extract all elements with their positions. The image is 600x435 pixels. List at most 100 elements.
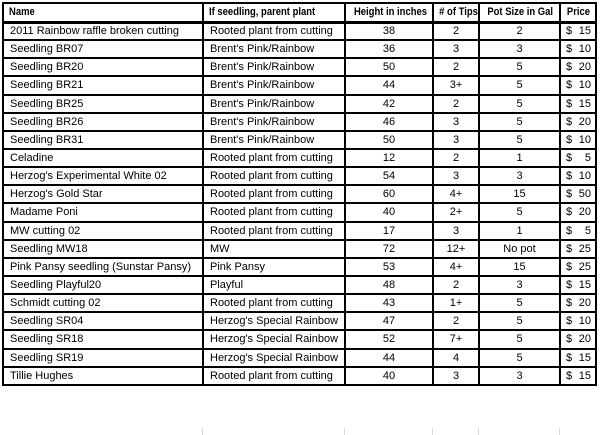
price-currency-symbol: $ — [566, 152, 573, 165]
cell-height: 42 — [344, 93, 434, 114]
cell-pot-size: 5 — [478, 129, 561, 150]
table-row: Herzog's Experimental White 02 Rooted pl… — [2, 166, 597, 187]
gridline-stub — [432, 428, 433, 435]
price-currency-symbol: $ — [566, 25, 573, 38]
cell-name: Seedling BR26 — [2, 111, 204, 132]
cell-tips: 2 — [432, 57, 480, 78]
table-row: Seedling BR26 Brent's Pink/Rainbow 46 3 … — [2, 111, 597, 132]
table-row: Seedling BR21 Brent's Pink/Rainbow 44 3+… — [2, 75, 597, 96]
table-row: Seedling SR19 Herzog's Special Rainbow 4… — [2, 347, 597, 368]
cell-parent-plant: Rooted plant from cutting — [202, 202, 346, 223]
cell-parent-plant: Brent's Pink/Rainbow — [202, 57, 346, 78]
column-header-pot-size-label: Pot Size in Gal — [487, 6, 554, 19]
column-header-pot-size: Pot Size in Gal — [478, 2, 561, 24]
table-row: Pink Pansy seedling (Sunstar Pansy) Pink… — [2, 256, 597, 277]
cell-height: 36 — [344, 39, 434, 60]
cell-price: $ 20 — [559, 293, 597, 314]
cell-pot-size: 5 — [478, 75, 561, 96]
column-header-height: Height in inches — [344, 2, 434, 24]
cell-parent-plant: Brent's Pink/Rainbow — [202, 39, 346, 60]
cell-price: $ 50 — [559, 184, 597, 205]
table-row: Seedling MW18 MW 72 12+ No pot $ 25 — [2, 238, 597, 259]
cell-price: $ 25 — [559, 238, 597, 259]
price-amount: 5 — [584, 224, 591, 237]
table-row: Seedling BR07 Brent's Pink/Rainbow 36 3 … — [2, 39, 597, 60]
price-currency-symbol: $ — [566, 297, 573, 310]
price-amount: 10 — [578, 315, 591, 328]
plant-inventory-table: Name If seedling, parent plant Height in… — [2, 2, 597, 386]
cell-tips: 3 — [432, 365, 480, 386]
cell-price: $ 15 — [559, 20, 597, 42]
column-header-tips: # of Tips — [432, 2, 480, 24]
cell-pot-size: 2 — [478, 20, 561, 42]
cell-tips: 2 — [432, 274, 480, 296]
column-header-name: Name — [2, 2, 204, 24]
cell-tips: 4+ — [432, 256, 480, 277]
cell-price: $ 10 — [559, 311, 597, 332]
cell-height: 72 — [344, 238, 434, 259]
cell-height: 44 — [344, 347, 434, 368]
cell-parent-plant: Rooted plant from cutting — [202, 220, 346, 241]
cell-height: 47 — [344, 311, 434, 332]
cell-parent-plant: Herzog's Special Rainbow — [202, 311, 346, 332]
cell-pot-size: No pot — [478, 238, 561, 259]
cell-tips: 2 — [432, 147, 480, 169]
cell-pot-size: 5 — [478, 93, 561, 114]
header-row: Name If seedling, parent plant Height in… — [2, 2, 597, 24]
price-amount: 5 — [584, 152, 591, 165]
cell-height: 12 — [344, 147, 434, 169]
table-row: Seedling BR25 Brent's Pink/Rainbow 42 2 … — [2, 93, 597, 114]
cell-parent-plant: Brent's Pink/Rainbow — [202, 93, 346, 114]
price-currency-symbol: $ — [566, 369, 573, 382]
column-header-price-label: Price — [566, 6, 590, 19]
cell-height: 50 — [344, 57, 434, 78]
price-amount: 15 — [578, 25, 591, 38]
cell-tips: 3 — [432, 220, 480, 241]
cell-parent-plant: Herzog's Special Rainbow — [202, 347, 346, 368]
table-row: 2011 Rainbow raffle broken cutting Roote… — [2, 20, 597, 42]
cell-price: $ 15 — [559, 93, 597, 114]
cell-height: 53 — [344, 256, 434, 277]
cell-height: 52 — [344, 329, 434, 350]
cell-price: $ 25 — [559, 256, 597, 277]
cell-price: $ 10 — [559, 129, 597, 150]
gridline-stub — [478, 428, 479, 435]
price-amount: 15 — [578, 279, 591, 292]
cell-tips: 2 — [432, 20, 480, 42]
price-currency-symbol: $ — [566, 224, 573, 237]
cell-height: 17 — [344, 220, 434, 241]
cell-parent-plant: Rooted plant from cutting — [202, 365, 346, 386]
table-body: 2011 Rainbow raffle broken cutting Roote… — [2, 20, 597, 386]
price-amount: 20 — [578, 61, 591, 74]
price-amount: 10 — [578, 43, 591, 56]
table-row: Herzog's Gold Star Rooted plant from cut… — [2, 184, 597, 205]
price-amount: 15 — [578, 97, 591, 110]
gridline-stub — [559, 428, 560, 435]
cell-parent-plant: Pink Pansy — [202, 256, 346, 277]
cell-price: $ 15 — [559, 347, 597, 368]
cell-price: $ 20 — [559, 57, 597, 78]
cell-pot-size: 3 — [478, 39, 561, 60]
cell-parent-plant: Brent's Pink/Rainbow — [202, 111, 346, 132]
cell-parent-plant: Rooted plant from cutting — [202, 20, 346, 42]
cell-name: Seedling SR04 — [2, 311, 204, 332]
cell-price: $ 20 — [559, 111, 597, 132]
cell-tips: 3 — [432, 111, 480, 132]
price-currency-symbol: $ — [566, 260, 573, 273]
cell-height: 46 — [344, 111, 434, 132]
price-amount: 10 — [578, 79, 591, 92]
cell-parent-plant: MW — [202, 238, 346, 259]
cell-pot-size: 5 — [478, 111, 561, 132]
column-header-height-label: Height in inches — [353, 6, 428, 19]
cell-name: Seedling BR07 — [2, 39, 204, 60]
cell-pot-size: 5 — [478, 57, 561, 78]
cell-tips: 3 — [432, 166, 480, 187]
cell-height: 60 — [344, 184, 434, 205]
price-currency-symbol: $ — [566, 351, 573, 364]
table-row: Celadine Rooted plant from cutting 12 2 … — [2, 147, 597, 169]
cell-price: $ 20 — [559, 329, 597, 350]
cell-pot-size: 1 — [478, 147, 561, 169]
cell-name: MW cutting 02 — [2, 220, 204, 241]
cell-height: 38 — [344, 20, 434, 42]
